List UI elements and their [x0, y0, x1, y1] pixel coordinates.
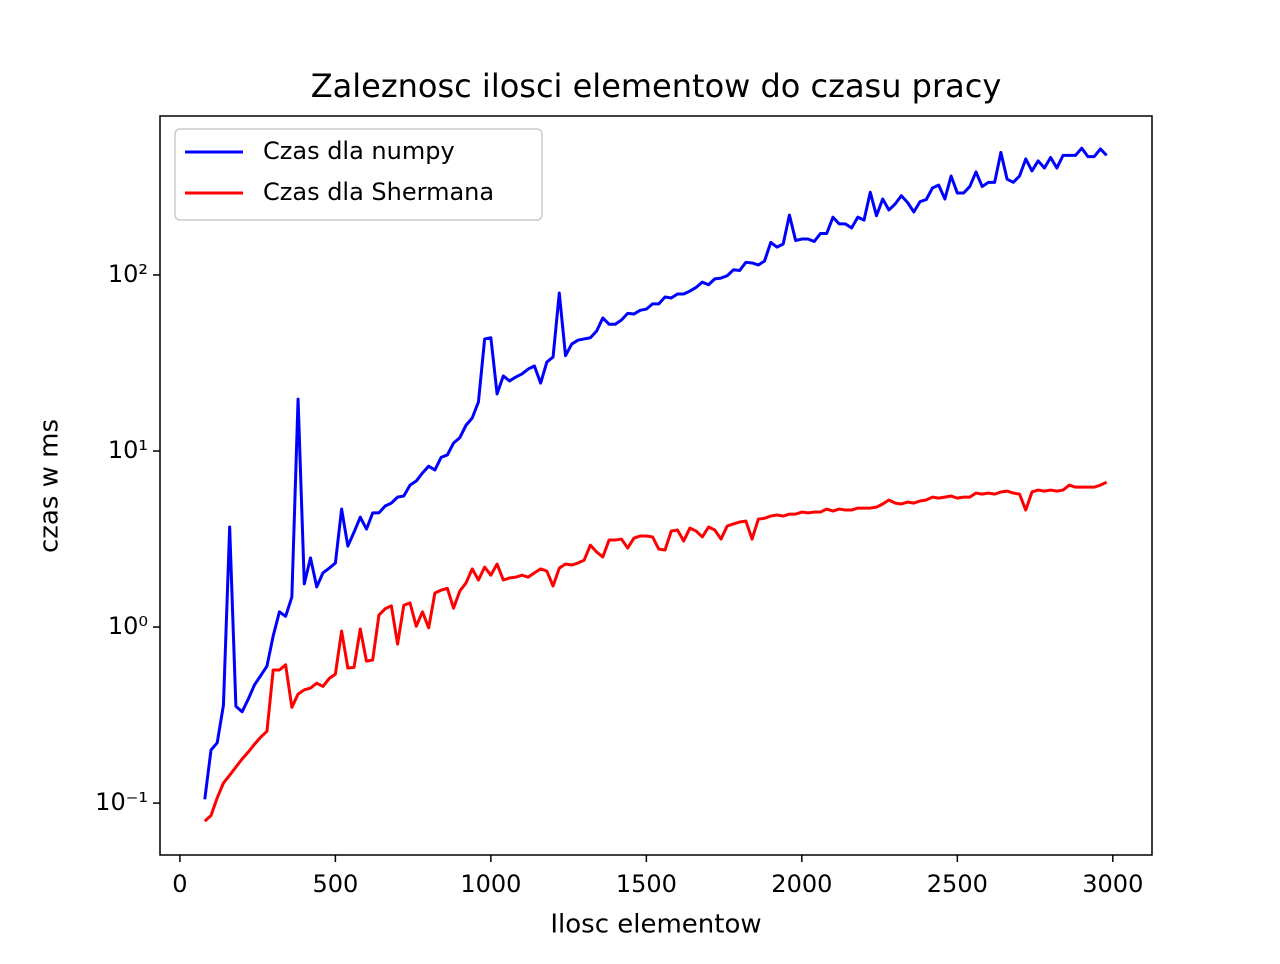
- legend-label: Czas dla numpy: [263, 137, 455, 165]
- x-tick-label: 3000: [1082, 870, 1143, 898]
- x-axis-label: Ilosc elementow: [550, 910, 761, 940]
- line-series: [203, 480, 1108, 823]
- x-tick-label: 0: [172, 870, 187, 898]
- x-tick-label: 500: [312, 870, 358, 898]
- x-tick-label: 2000: [771, 870, 832, 898]
- y-axis-label: czas w ms: [35, 419, 65, 553]
- x-tick-label: 1500: [616, 870, 677, 898]
- y-tick-label: 10²: [108, 260, 148, 288]
- legend-label: Czas dla Shermana: [263, 178, 494, 206]
- x-tick-label: 2500: [927, 870, 988, 898]
- x-tick-label: 1000: [460, 870, 521, 898]
- legend-box: [174, 128, 543, 221]
- chart-title: Zaleznosc ilosci elementow do czasu prac…: [311, 67, 1002, 105]
- line-series: [203, 146, 1108, 800]
- y-tick-label: 10¹: [108, 436, 148, 464]
- y-tick-label: 10⁻¹: [95, 788, 148, 816]
- y-tick-label: 10⁰: [108, 612, 148, 640]
- axes-frame: [159, 115, 1153, 856]
